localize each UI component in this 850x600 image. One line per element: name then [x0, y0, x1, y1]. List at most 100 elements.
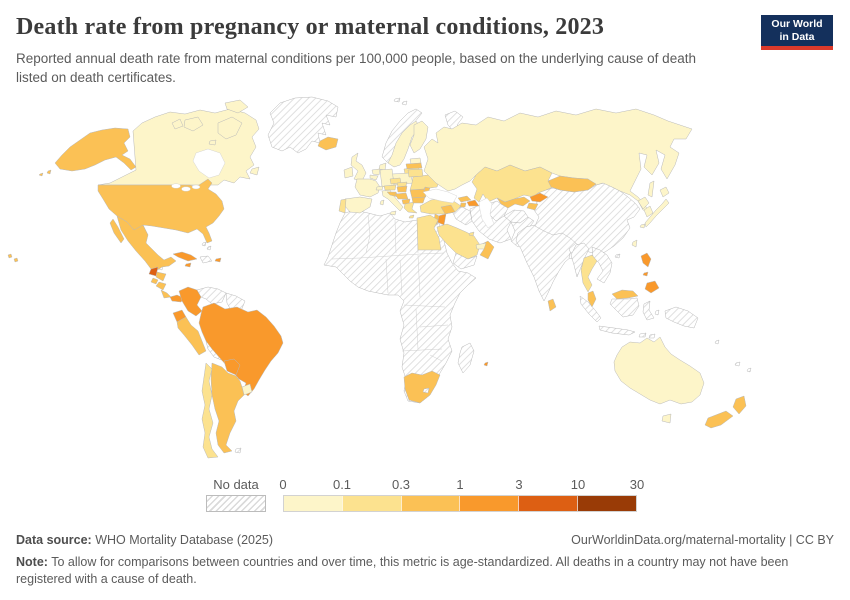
owid-logo[interactable]: Our World in Data	[761, 15, 833, 50]
country-romania[interactable]	[409, 188, 427, 199]
great-lakes	[191, 184, 201, 190]
country-saudi-arabia[interactable]	[436, 223, 481, 260]
page-title: Death rate from pregnancy or maternal co…	[16, 14, 605, 40]
country-costa-rica[interactable]	[160, 289, 172, 299]
legend-tick-1: 1	[456, 477, 464, 492]
attribution-link[interactable]: OurWorldinData.org/maternal-mortality | …	[571, 533, 834, 547]
country-thailand[interactable]	[580, 254, 598, 293]
country-indonesia-sulawesi[interactable]	[638, 300, 660, 339]
country-belarus[interactable]	[407, 168, 424, 178]
country-germany[interactable]	[379, 168, 395, 188]
country-peru[interactable]	[176, 316, 207, 356]
note-line: Note: To allow for comparisons between c…	[16, 554, 834, 588]
legend-segment-0.3-1[interactable]	[400, 496, 460, 511]
country-paraguay[interactable]	[223, 358, 241, 376]
country-indonesia-kalimantan[interactable]	[609, 297, 640, 318]
country-bahamas[interactable]	[201, 241, 212, 251]
country-hungary[interactable]	[396, 185, 408, 193]
country-serbia[interactable]	[394, 192, 409, 200]
country-canada-baffin[interactable]	[171, 99, 260, 176]
country-usa-hawaii[interactable]	[7, 253, 19, 263]
country-georgia[interactable]	[457, 195, 472, 203]
no-data-swatch[interactable]	[206, 495, 266, 512]
country-japan[interactable]	[639, 186, 670, 229]
country-kyrgyzstan[interactable]	[529, 192, 549, 203]
country-portugal[interactable]	[338, 198, 347, 214]
country-malaysia[interactable]	[587, 289, 639, 308]
country-greenland[interactable]	[267, 96, 339, 154]
country-madagascar[interactable]	[457, 342, 475, 374]
country-mauritius[interactable]	[483, 361, 489, 367]
owid-logo-line1: Our World	[771, 18, 823, 31]
country-myanmar[interactable]	[570, 242, 590, 278]
country-azerbaijan[interactable]	[466, 199, 480, 207]
map-legend: No data 0 0.1 0.3 1 3 10 30	[0, 477, 850, 519]
country-puerto-rico[interactable]	[214, 257, 222, 263]
country-latvia[interactable]	[405, 162, 423, 170]
country-south-africa[interactable]	[403, 370, 441, 404]
country-el-salvador[interactable]	[150, 277, 159, 285]
country-spain[interactable]	[343, 196, 373, 214]
country-svalbard[interactable]	[393, 97, 408, 106]
country-lesotho[interactable]	[422, 387, 430, 394]
country-austria[interactable]	[383, 184, 397, 191]
country-armenia[interactable]	[459, 202, 467, 208]
legend-tick-0.3: 0.3	[391, 477, 411, 492]
country-belgium[interactable]	[369, 174, 379, 181]
country-mongolia[interactable]	[547, 175, 597, 193]
legend-tick-10: 10	[570, 477, 586, 492]
country-uzbekistan[interactable]	[496, 196, 531, 209]
country-tajikistan[interactable]	[526, 202, 539, 211]
chart-footer: Data source: WHO Mortality Database (202…	[16, 532, 834, 588]
country-sri-lanka[interactable]	[547, 298, 557, 312]
country-south-korea[interactable]	[643, 205, 654, 218]
country-philippines[interactable]	[640, 252, 660, 294]
country-colombia[interactable]	[178, 286, 203, 317]
country-ireland[interactable]	[343, 166, 354, 179]
country-brazil[interactable]	[198, 302, 284, 397]
country-france[interactable]	[354, 178, 381, 198]
country-iceland[interactable]	[317, 136, 339, 151]
country-kuwait[interactable]	[468, 231, 475, 237]
legend-segment-1-3[interactable]	[459, 496, 519, 511]
country-greece[interactable]	[403, 201, 418, 219]
country-jamaica[interactable]	[184, 262, 192, 268]
country-mexico[interactable]	[109, 215, 177, 272]
country-hispaniola[interactable]	[199, 255, 213, 264]
country-north-korea[interactable]	[637, 196, 650, 210]
country-honduras[interactable]	[155, 271, 167, 282]
region-indochina[interactable]	[591, 246, 613, 284]
region-pacific-islands[interactable]	[714, 339, 752, 373]
country-argentina[interactable]	[210, 362, 245, 454]
country-venezuela[interactable]	[196, 286, 227, 305]
legend-segment-3-10[interactable]	[518, 496, 578, 511]
country-taiwan[interactable]	[631, 239, 638, 248]
country-bulgaria[interactable]	[411, 196, 426, 204]
country-nicaragua[interactable]	[155, 281, 167, 291]
country-egypt[interactable]	[416, 214, 442, 251]
country-falklands[interactable]	[234, 447, 242, 454]
legend-segment-0.1-0.3[interactable]	[341, 496, 401, 511]
country-finland[interactable]	[409, 120, 429, 154]
legend-segment-10-30[interactable]	[577, 496, 636, 511]
country-indonesia-sumatra[interactable]	[579, 295, 602, 323]
country-uk[interactable]	[350, 152, 367, 182]
legend-no-data[interactable]: No data	[205, 477, 267, 512]
legend-tick-3: 3	[515, 477, 523, 492]
country-italy[interactable]	[379, 189, 404, 216]
country-switzerland[interactable]	[375, 185, 384, 191]
country-chile[interactable]	[201, 362, 219, 459]
country-indonesia-java[interactable]	[598, 325, 636, 336]
country-new-guinea[interactable]	[664, 306, 699, 329]
owid-logo-line2: in Data	[779, 30, 815, 43]
legend-tick-30: 30	[629, 477, 645, 492]
country-uae[interactable]	[475, 242, 487, 250]
country-cuba[interactable]	[172, 251, 198, 262]
country-new-zealand[interactable]	[704, 395, 747, 429]
country-netherlands[interactable]	[371, 168, 381, 176]
legend-segment-0-0.1[interactable]	[284, 496, 342, 511]
country-australia[interactable]	[613, 336, 705, 424]
country-syria[interactable]	[440, 204, 456, 215]
note-value: To allow for comparisons between countri…	[16, 554, 789, 586]
country-usa-alaska[interactable]	[38, 127, 137, 177]
